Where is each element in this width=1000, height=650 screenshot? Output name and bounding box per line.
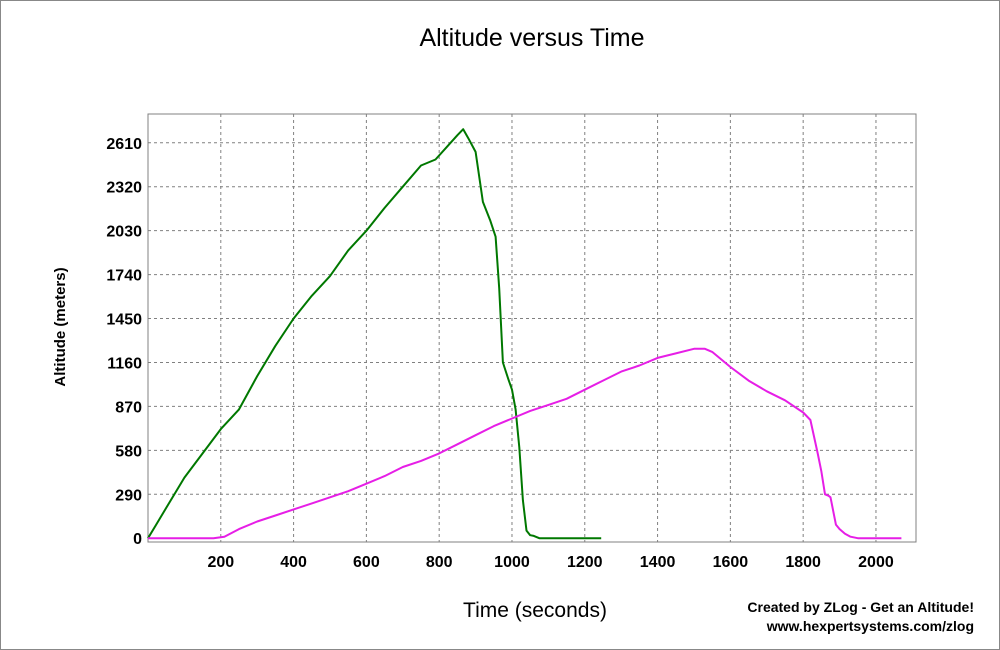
x-tick-label: 400 <box>280 554 307 571</box>
y-tick-label: 290 <box>115 487 142 504</box>
x-tick-label: 1600 <box>713 554 749 571</box>
series-layer <box>147 128 902 540</box>
x-tick-label: 1800 <box>785 554 821 571</box>
credit-line-2: www.hexpertsystems.com/zlog <box>766 618 974 634</box>
y-tick-label: 1740 <box>106 268 142 285</box>
x-tick-label: 2000 <box>858 554 894 571</box>
y-tick-label: 2030 <box>106 224 142 241</box>
y-ticks: 0 290 580 870 1160 1450 1740 2030 2320 2610 <box>106 136 142 548</box>
y-tick-label: 580 <box>115 443 142 460</box>
series-line-2 <box>148 347 902 540</box>
credit-line-1: Created by ZLog - Get an Altitude! <box>747 599 974 615</box>
y-axis-label: Altitude (meters) <box>52 267 69 386</box>
y-tick-label: 2320 <box>106 180 142 197</box>
series-line-1 <box>147 128 602 540</box>
x-tick-label: 600 <box>353 554 380 571</box>
y-tick-label: 2610 <box>106 136 142 153</box>
plot-area <box>147 113 917 543</box>
chart-title: Altitude versus Time <box>419 24 644 52</box>
x-ticks: 200 400 600 800 1000 1200 1400 1600 1800 2000 <box>207 554 893 571</box>
x-tick-label: 1000 <box>494 554 530 571</box>
y-tick-label: 1160 <box>107 355 142 372</box>
x-axis-label: Time (seconds) <box>463 599 607 622</box>
y-tick-label: 870 <box>115 399 142 416</box>
x-tick-label: 1400 <box>640 554 676 571</box>
x-tick-label: 1200 <box>567 554 603 571</box>
y-tick-label: 0 <box>133 531 142 548</box>
x-tick-label: 200 <box>207 554 234 571</box>
y-tick-label: 1450 <box>106 312 142 329</box>
grid <box>148 114 916 542</box>
x-tick-label: 800 <box>426 554 453 571</box>
